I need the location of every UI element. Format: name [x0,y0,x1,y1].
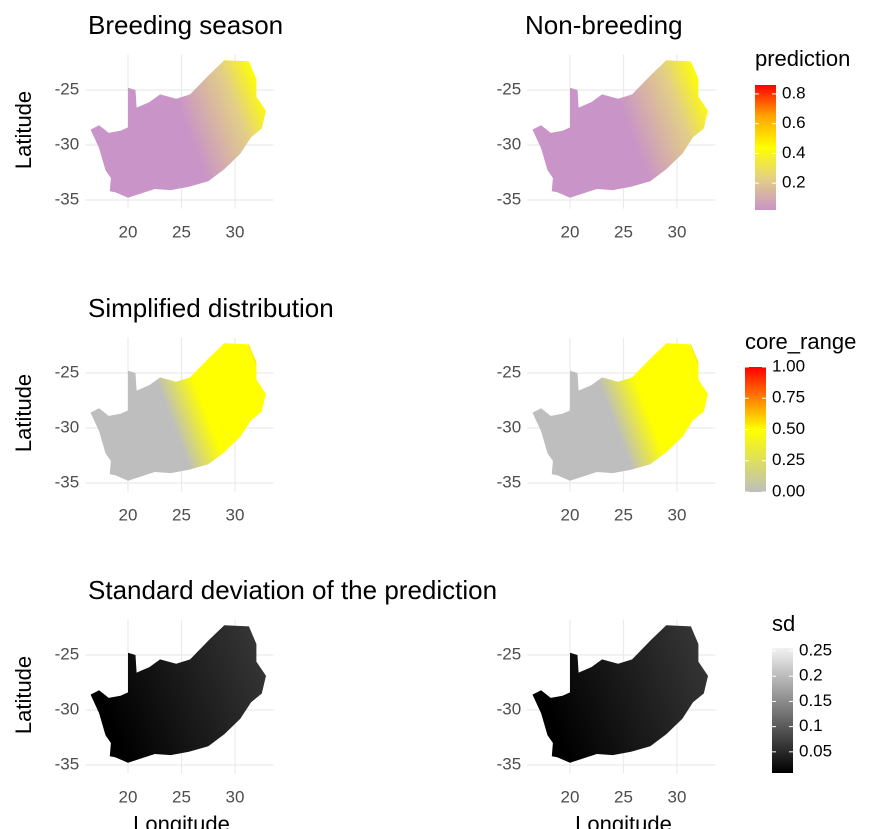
legend-tick-label: 0.00 [772,481,805,500]
panel-title: Standard deviation of the prediction [88,575,497,605]
colorbar [755,85,776,210]
colorbar [772,648,793,773]
y-tick-label: -35 [497,754,522,773]
y-tick-label: -25 [55,362,80,381]
y-tick-label: -35 [497,189,522,208]
y-axis-label: Latitude [11,91,36,169]
colorbar [745,367,766,492]
y-tick-label: -35 [55,189,80,208]
x-tick-label: 25 [614,505,633,524]
legend-tick-label: 0.25 [799,641,832,660]
legend-tick-label: 0.1 [799,716,823,735]
x-tick-label: 20 [561,222,580,241]
legend-tick-label: 0.25 [772,450,805,469]
y-tick-label: -35 [497,472,522,491]
x-tick-label: 25 [614,222,633,241]
legend-tick-label: 0.2 [799,666,823,685]
x-tick-label: 20 [561,505,580,524]
map-region [90,625,266,763]
x-tick-label: 20 [119,222,138,241]
panel-title: Breeding season [88,10,283,40]
map-region [532,60,708,198]
x-tick-label: 30 [226,222,245,241]
map-region [532,625,708,763]
y-tick-label: -30 [55,699,80,718]
x-tick-label: 30 [668,787,687,806]
y-tick-label: -30 [497,699,522,718]
x-tick-label: 20 [561,787,580,806]
y-tick-label: -30 [55,417,80,436]
x-tick-label: 20 [119,505,138,524]
legend-tick-label: 0.6 [782,113,806,132]
map-region [90,60,266,198]
panel-title: Non-breeding [525,10,683,40]
y-tick-label: -35 [55,472,80,491]
legend-tick-label: 0.8 [782,83,806,102]
y-tick-label: -30 [497,134,522,153]
y-tick-label: -25 [497,362,522,381]
legend-tick-label: 0.05 [799,741,832,760]
legend-tick-label: 0.2 [782,173,806,192]
y-tick-label: -25 [497,79,522,98]
x-tick-label: 25 [172,787,191,806]
legend-tick-label: 0.50 [772,419,805,438]
x-tick-label: 25 [172,222,191,241]
y-tick-label: -25 [55,79,80,98]
y-tick-label: -35 [55,754,80,773]
legend-title: prediction [755,46,850,71]
y-axis-label: Latitude [11,656,36,734]
y-tick-label: -25 [55,644,80,663]
y-axis-label: Latitude [11,374,36,452]
x-axis-label: Longitude [133,812,230,829]
x-tick-label: 30 [668,222,687,241]
x-tick-label: 30 [226,787,245,806]
y-tick-label: -30 [55,134,80,153]
legend-tick-label: 1.00 [772,356,805,375]
x-tick-label: 30 [668,505,687,524]
x-axis-label: Longitude [575,812,672,829]
x-tick-label: 30 [226,505,245,524]
x-tick-label: 20 [119,787,138,806]
legend-tick-label: 0.4 [782,143,806,162]
panel-title: Simplified distribution [88,293,334,323]
legend-tick-label: 0.75 [772,388,805,407]
y-tick-label: -30 [497,417,522,436]
x-tick-label: 25 [172,505,191,524]
x-tick-label: 25 [614,787,633,806]
legend-title: core_range [745,329,856,354]
y-tick-label: -25 [497,644,522,663]
map-region [90,343,266,481]
legend-title: sd [772,611,795,636]
legend-tick-label: 0.15 [799,691,832,710]
map-region [532,343,708,481]
